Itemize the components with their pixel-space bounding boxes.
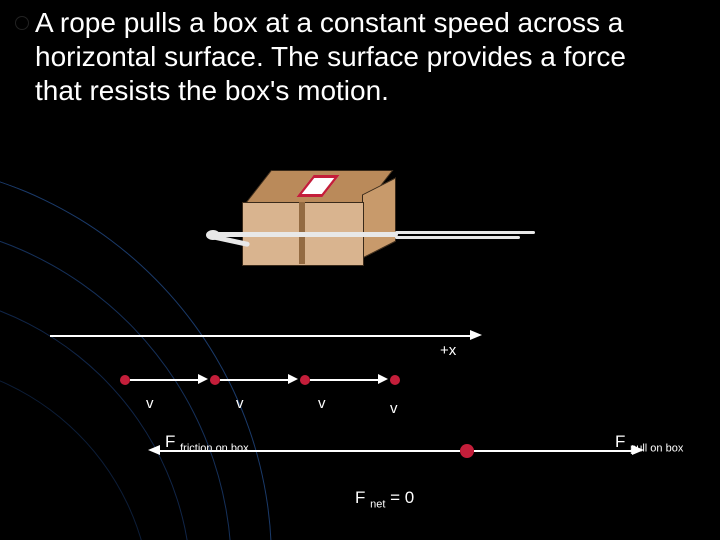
rope-pull [395, 231, 535, 234]
force-friction-arrow-head [148, 445, 160, 455]
force-symbol: F [355, 488, 370, 507]
slide: { "bullet_color": "#000000", "text_color… [0, 0, 720, 540]
velocity-arrow-head [198, 374, 208, 384]
force-friction-label: F friction on box [165, 432, 249, 454]
force-symbol: F [165, 432, 180, 451]
force-symbol: F [615, 432, 630, 451]
motion-dot [300, 375, 310, 385]
v-label: v [236, 395, 244, 412]
force-subscript: pull on box [630, 442, 683, 454]
force-net-label: F net = 0 [355, 488, 414, 510]
main-text: A rope pulls a box at a constant speed a… [35, 6, 675, 108]
v-label: v [390, 400, 398, 417]
axis-label: +x [440, 342, 456, 359]
v-label: v [146, 395, 154, 412]
velocity-arrow [220, 379, 288, 381]
velocity-arrow [310, 379, 378, 381]
bullet-icon [15, 16, 29, 30]
velocity-arrow-head [378, 374, 388, 384]
force-subscript: net [370, 498, 385, 510]
velocity-arrow-head [288, 374, 298, 384]
motion-dot [120, 375, 130, 385]
force-pull-label: F pull on box [615, 432, 683, 454]
force-origin-dot [460, 444, 474, 458]
rope-pull [395, 236, 520, 239]
velocity-arrow [130, 379, 198, 381]
axis-arrow [50, 335, 470, 337]
force-pull-arrow [474, 450, 632, 452]
v-label: v [318, 395, 326, 412]
rope [210, 232, 398, 237]
motion-dot [210, 375, 220, 385]
axis-arrow-head [470, 330, 482, 340]
force-eq: = 0 [385, 488, 414, 507]
motion-dot [390, 375, 400, 385]
box-illustration [230, 170, 410, 300]
rope-knot [206, 230, 220, 240]
force-subscript: friction on box [180, 442, 248, 454]
